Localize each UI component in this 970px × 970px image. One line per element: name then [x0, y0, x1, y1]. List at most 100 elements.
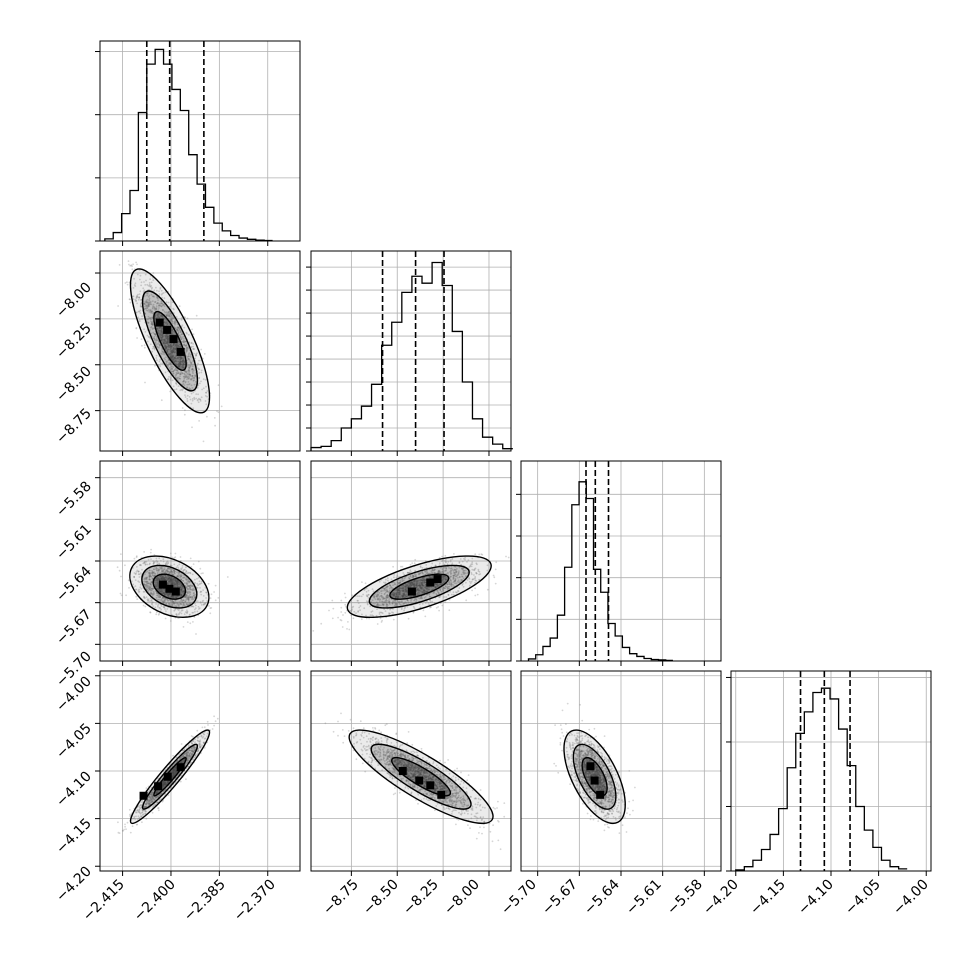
scatter-point	[194, 357, 197, 360]
scatter-point	[194, 374, 196, 377]
scatter-point	[199, 398, 201, 401]
scatter-point	[174, 323, 176, 326]
scatter-point	[140, 305, 143, 308]
scatter-point	[164, 342, 167, 345]
scatter-point	[177, 385, 180, 387]
scatter-point	[186, 355, 189, 358]
scatter-point	[151, 307, 154, 310]
histogram-bar	[761, 849, 770, 871]
scatter-point	[493, 576, 496, 579]
scatter-point	[172, 343, 175, 346]
scatter-point	[200, 380, 202, 383]
scatter-point	[161, 333, 164, 335]
scatter-point	[172, 370, 174, 373]
scatter-point	[175, 343, 177, 346]
scatter-point	[146, 318, 149, 321]
scatter-point	[192, 379, 195, 382]
scatter-point	[486, 588, 489, 591]
scatter-point	[190, 402, 193, 405]
scatter-point	[474, 594, 477, 597]
scatter-point	[144, 305, 147, 308]
scatter-point	[160, 305, 163, 308]
scatter-point	[135, 595, 138, 598]
histogram-bar	[839, 729, 848, 871]
scatter-point	[130, 264, 133, 267]
scatter-point	[191, 368, 194, 370]
scatter-point	[149, 286, 152, 288]
scatter-point	[163, 303, 165, 306]
scatter-point	[166, 322, 169, 325]
scatter-point	[191, 375, 194, 377]
scatter-point	[185, 331, 188, 334]
scatter-point	[184, 316, 187, 319]
scatter-point	[178, 326, 180, 329]
scatter-point	[172, 317, 175, 320]
scatter-point	[173, 351, 176, 354]
scatter-point	[156, 337, 158, 340]
histogram-bar	[130, 190, 138, 241]
scatter-point	[180, 331, 182, 334]
scatter-point	[187, 357, 190, 360]
scatter-point	[166, 341, 169, 344]
scatter-point	[164, 358, 167, 361]
scatter-point	[192, 348, 195, 351]
scatter-point	[175, 363, 177, 366]
scatter-point	[422, 609, 425, 612]
scatter-point	[187, 369, 190, 371]
density-cell	[176, 347, 185, 356]
scatter-point	[164, 342, 167, 345]
scatter-point	[129, 301, 132, 304]
scatter-point	[170, 350, 172, 353]
scatter-point	[168, 311, 170, 313]
scatter-point	[184, 409, 186, 412]
scatter-point	[494, 582, 497, 585]
scatter-point	[186, 383, 189, 386]
scatter-point	[199, 382, 201, 385]
scatter-point	[190, 342, 193, 345]
scatter-point	[160, 326, 163, 328]
scatter-point	[148, 302, 151, 304]
scatter-point	[144, 301, 147, 303]
scatter-point	[186, 400, 189, 402]
scatter-point	[166, 336, 169, 339]
scatter-point	[172, 385, 175, 388]
scatter-point	[157, 302, 159, 304]
histogram-bar	[222, 231, 230, 241]
scatter-point	[147, 322, 149, 324]
scatter-point	[149, 611, 152, 614]
scatter-point	[149, 310, 152, 312]
scatter-point	[149, 309, 151, 312]
scatter-point	[161, 309, 164, 311]
scatter-point	[190, 341, 193, 344]
histogram-bar	[787, 768, 796, 871]
scatter-point	[186, 376, 189, 379]
scatter-point	[174, 351, 177, 353]
scatter-point	[183, 343, 186, 346]
scatter-point	[171, 329, 173, 331]
scatter-point	[172, 320, 174, 323]
scatter-point	[166, 337, 169, 340]
scatter-point	[151, 310, 154, 313]
scatter-point	[119, 592, 122, 595]
scatter-point	[331, 599, 334, 602]
scatter-point	[170, 355, 173, 358]
histogram-bar	[412, 276, 422, 451]
scatter-point	[172, 355, 174, 358]
scatter-point	[150, 325, 153, 328]
scatter-point	[328, 609, 330, 612]
scatter-point	[197, 560, 200, 563]
scatter-point	[160, 331, 163, 333]
scatter-point	[197, 384, 200, 387]
scatter-point	[188, 387, 191, 389]
scatter-point	[332, 607, 335, 610]
scatter-point	[168, 345, 171, 347]
scatter-point	[183, 375, 186, 378]
scatter-point	[124, 564, 126, 567]
scatter-point	[126, 821, 129, 824]
scatter-point	[392, 565, 394, 568]
scatter-point	[217, 597, 220, 599]
histogram-bar	[830, 699, 839, 871]
scatter-point	[151, 321, 153, 324]
scatter-point	[214, 599, 217, 602]
histogram-bar	[630, 654, 637, 661]
